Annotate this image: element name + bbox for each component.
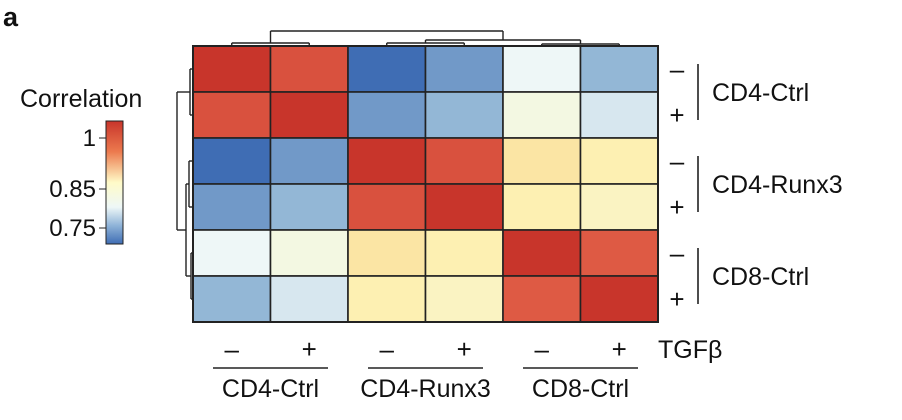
row-treatment-sign: –	[670, 146, 685, 176]
heatmap-cell-r4-c4	[502, 229, 582, 277]
heatmap-cell-r2-c0	[192, 137, 272, 185]
row-treatment-sign: +	[669, 284, 684, 314]
heatmap-cell-r5-c0	[192, 275, 272, 323]
column-treatment-sign: –	[225, 334, 240, 364]
column-treatment-sign: –	[535, 334, 550, 364]
heatmap-cell-r5-c3	[424, 275, 504, 323]
heatmap-cell-r0-c0	[192, 45, 272, 93]
legend-tick-label: 0.85	[49, 176, 96, 203]
heatmap-cell-r5-c4	[502, 275, 582, 323]
heatmap-cell-r4-c1	[269, 229, 349, 277]
row-group-label: CD4-Ctrl	[712, 79, 809, 107]
column-group-label: CD4-Ctrl	[222, 375, 319, 403]
heatmap-cell-r0-c5	[579, 45, 659, 93]
row-treatment-sign: –	[670, 238, 685, 268]
heatmap-cell-r0-c4	[502, 45, 582, 93]
row-annotations: – + – + – + CD4-Ctrl CD4-Runx3 CD8-Ctrl	[669, 54, 842, 314]
heatmap-cell-r5-c5	[579, 275, 659, 323]
heatmap-cell-r1-c1	[269, 91, 349, 139]
row-dendrogram	[176, 68, 193, 300]
heatmap-cell-r5-c2	[347, 275, 427, 323]
legend-title: Correlation	[20, 85, 142, 113]
row-treatment-sign: +	[669, 100, 684, 130]
heatmap-cell-r2-c2	[347, 137, 427, 185]
column-annotations: – + – + – + CD4-Ctrl CD4-Runx3 CD8-Ctrl	[213, 334, 638, 403]
heatmap-cell-r1-c4	[502, 91, 582, 139]
column-treatment-sign: +	[457, 334, 472, 364]
treatment-label: TGFβ	[658, 336, 722, 364]
heatmap-cell-r4-c2	[347, 229, 427, 277]
heatmap-cell-r1-c3	[424, 91, 504, 139]
column-group-label: CD8-Ctrl	[532, 375, 629, 403]
heatmap-cell-r0-c3	[424, 45, 504, 93]
heatmap-cell-r2-c5	[579, 137, 659, 185]
heatmap-border	[192, 45, 659, 323]
column-treatment-sign: –	[380, 334, 395, 364]
heatmap-cell-r3-c5	[579, 183, 659, 231]
heatmap-cell-r4-c0	[192, 229, 272, 277]
heatmap-cell-r1-c2	[347, 91, 427, 139]
heatmap-cell-r3-c3	[424, 183, 504, 231]
row-group-label: CD4-Runx3	[712, 171, 843, 199]
color-legend: Correlation 1 0.85 0.75	[20, 85, 142, 245]
heatmap-cell-r2-c1	[269, 137, 349, 185]
heatmap-cell-r4-c3	[424, 229, 504, 277]
row-treatment-sign: +	[669, 192, 684, 222]
heatmap-cell-r1-c0	[192, 91, 272, 139]
heatmap-cell-r4-c5	[579, 229, 659, 277]
row-group-label: CD8-Ctrl	[712, 263, 809, 291]
column-dendrogram	[231, 30, 620, 46]
heatmap-cell-r0-c2	[347, 45, 427, 93]
column-treatment-sign: +	[612, 334, 627, 364]
heatmap-cell-r0-c1	[269, 45, 349, 93]
heatmap-cell-r3-c0	[192, 183, 272, 231]
legend-colorbar	[105, 120, 124, 245]
legend-tick-label: 0.75	[49, 215, 96, 242]
legend-tick-label: 1	[83, 125, 96, 152]
panel-label: a	[3, 2, 19, 32]
heatmap-cell-r3-c1	[269, 183, 349, 231]
heatmap-cell-r5-c1	[269, 275, 349, 323]
column-treatment-sign: +	[302, 334, 317, 364]
column-group-label: CD4-Runx3	[360, 375, 491, 403]
heatmap-cell-r3-c4	[502, 183, 582, 231]
heatmap-cell-r3-c2	[347, 183, 427, 231]
heatmap-cells	[192, 45, 659, 323]
row-treatment-sign: –	[670, 54, 685, 84]
heatmap-cell-r1-c5	[579, 91, 659, 139]
heatmap-cell-r2-c4	[502, 137, 582, 185]
heatmap-cell-r2-c3	[424, 137, 504, 185]
